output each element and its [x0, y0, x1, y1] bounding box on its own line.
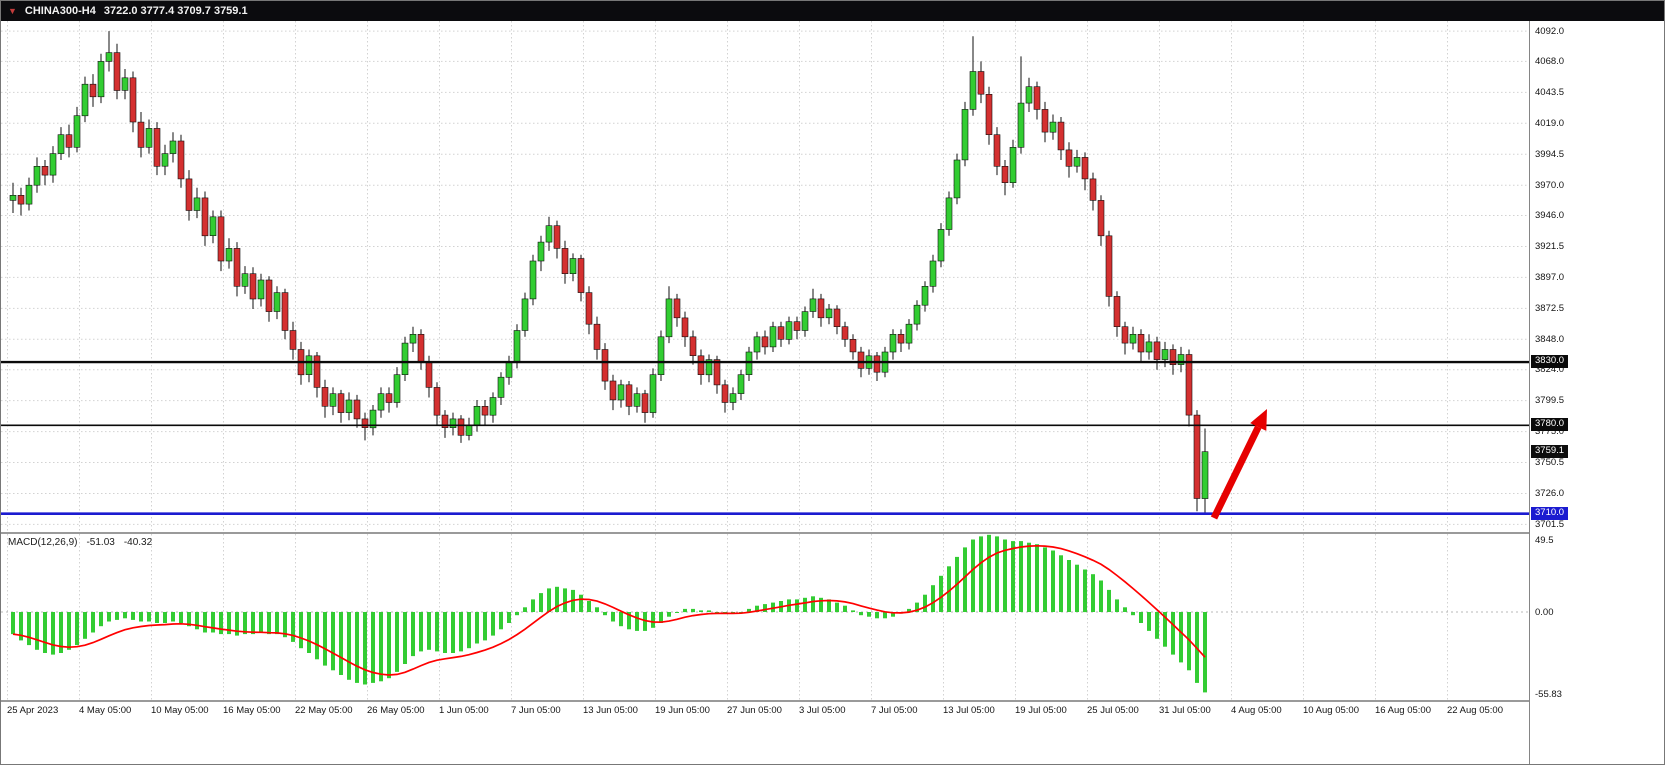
symbol-timeframe-label: CHINA300-H4	[24, 5, 96, 17]
time-axis-label: 10 May 05:00	[151, 705, 209, 716]
chart-titlebar: ▼ CHINA300-H4 3722.0 3777.4 3709.7 3759.…	[1, 1, 1664, 21]
time-axis-label: 31 Jul 05:00	[1159, 705, 1211, 716]
macd-signal-value: -40.32	[123, 537, 153, 548]
panel-separator-top[interactable]	[1, 532, 1664, 534]
time-axis-label: 22 Aug 05:00	[1447, 705, 1503, 716]
price-axis-label: 3701.5	[1535, 518, 1565, 530]
price-axis-label: 3970.0	[1535, 179, 1565, 191]
macd-histogram	[11, 534, 1207, 693]
candles-layer	[9, 31, 1209, 515]
time-axis-label: 26 May 05:00	[367, 705, 425, 716]
price-axis-label: 4043.5	[1535, 86, 1565, 98]
time-axis-label: 19 Jul 05:00	[1015, 705, 1067, 716]
price-level-tag[interactable]: 3710.0	[1531, 506, 1569, 520]
trend-arrow-annotation[interactable]	[1210, 409, 1267, 520]
macd-name: MACD(12,26,9)	[8, 537, 78, 548]
price-axis-label: 3824.0	[1535, 364, 1565, 376]
time-axis-label: 16 May 05:00	[223, 705, 281, 716]
macd-indicator-label: MACD(12,26,9) -51.03 -40.32	[8, 537, 152, 548]
time-axis-label: 4 Aug 05:00	[1231, 705, 1282, 716]
price-axis-label: 3994.5	[1535, 148, 1565, 160]
time-axis-label: 7 Jun 05:00	[511, 705, 561, 716]
time-axis-label: 25 Jul 05:00	[1087, 705, 1139, 716]
price-axis-label: 3872.5	[1535, 302, 1565, 314]
price-axis-label: 3946.0	[1535, 210, 1565, 222]
price-axis-label: 3897.0	[1535, 271, 1565, 283]
ohlc-values: 3722.0 3777.4 3709.7 3759.1	[103, 5, 248, 17]
price-axis-label: 3726.0	[1535, 487, 1565, 499]
price-level-tag[interactable]: 3830.0	[1531, 355, 1569, 369]
current-price-tag: 3759.1	[1531, 444, 1569, 458]
macd-chart-svg[interactable]	[1, 534, 1529, 700]
price-axis-label: 3775.0	[1535, 426, 1565, 438]
macd-panel[interactable]: MACD(12,26,9) -51.03 -40.32	[1, 534, 1529, 700]
price-axis-label: 4019.0	[1535, 117, 1565, 129]
macd-axis-label: -55.83	[1535, 689, 1562, 700]
time-axis-label: 27 Jun 05:00	[727, 705, 782, 716]
price-level-tag[interactable]: 3780.0	[1531, 418, 1569, 432]
time-axis-label: 1 Jun 05:00	[439, 705, 489, 716]
price-axis-label: 4068.0	[1535, 55, 1565, 67]
symbol-dropdown-icon[interactable]: ▼	[8, 6, 17, 16]
macd-main-value: -51.03	[86, 537, 115, 548]
grid-layer	[1, 21, 1529, 532]
time-axis-label: 25 Apr 2023	[7, 705, 59, 716]
price-chart-svg[interactable]	[1, 21, 1529, 532]
time-axis-label: 4 May 05:00	[79, 705, 132, 716]
time-axis-label: 3 Jul 05:00	[799, 705, 846, 716]
price-axis-label: 3921.5	[1535, 240, 1565, 252]
time-axis-label: 19 Jun 05:00	[655, 705, 710, 716]
price-axis-label: 3799.5	[1535, 395, 1565, 407]
panel-separator-bottom[interactable]	[1, 700, 1664, 702]
time-axis-label: 7 Jul 05:00	[871, 705, 918, 716]
time-axis-label: 10 Aug 05:00	[1303, 705, 1359, 716]
macd-signal-line	[12, 544, 1206, 676]
price-axis-label: 4092.0	[1535, 25, 1565, 37]
time-axis-label: 13 Jun 05:00	[583, 705, 638, 716]
time-axis[interactable]: 25 Apr 2023 4 May 05:00 10 May 05:00 16 May…	[1, 702, 1529, 764]
time-axis-label: 16 Aug 05:00	[1375, 705, 1431, 716]
macd-axis-label: 0.00	[1535, 606, 1554, 618]
time-axis-label: 13 Jul 05:00	[943, 705, 995, 716]
price-axis-label: 3848.0	[1535, 333, 1565, 345]
macd-axis-label: 49.5	[1535, 535, 1554, 546]
time-axis-label: 22 May 05:00	[295, 705, 353, 716]
price-axis[interactable]: 4092.0 4068.0 4043.5 4019.0 3994.5 3970.0 3946…	[1529, 21, 1664, 764]
horizontal-levels[interactable]	[1, 360, 1529, 516]
price-axis-label: 3750.5	[1535, 457, 1565, 469]
price-chart-area[interactable]	[1, 21, 1529, 532]
